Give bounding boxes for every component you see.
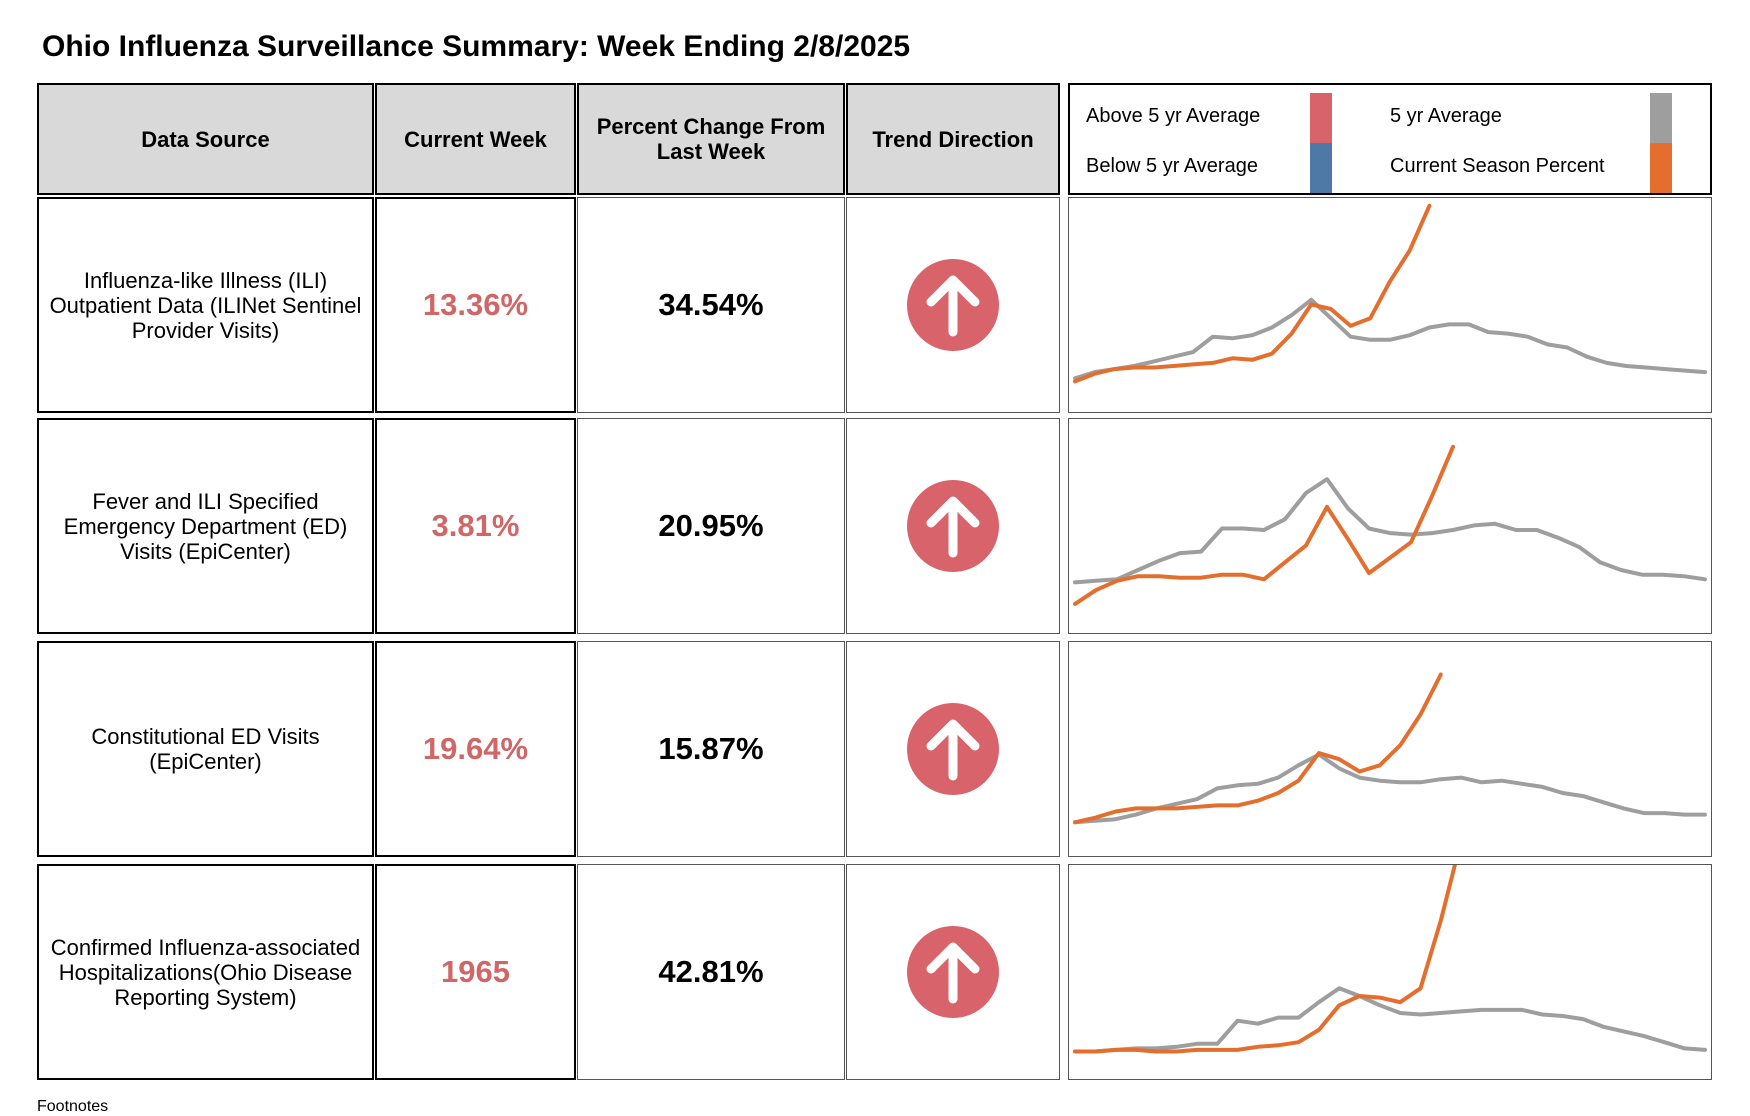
row-percent-change: 34.54%	[577, 197, 845, 413]
legend-swatch-five-yr	[1650, 93, 1672, 143]
row-data-source: Confirmed Influenza-associated Hospitali…	[37, 864, 374, 1080]
arrow-up-icon	[906, 258, 1000, 352]
legend-label-below: Below 5 yr Average	[1086, 155, 1258, 177]
header-data-source: Data Source	[37, 83, 374, 195]
header-percent-change-label: Percent Change From Last Week	[596, 114, 826, 164]
row-trend-direction	[846, 197, 1060, 413]
row-percent-change: 15.87%	[577, 641, 845, 857]
legend-label-above: Above 5 yr Average	[1086, 105, 1261, 127]
row-trend-direction	[846, 641, 1060, 857]
current-season-line	[1073, 672, 1443, 825]
five-yr-average-line	[1073, 752, 1707, 825]
current-season-line	[1073, 444, 1455, 606]
trend-chart-svg	[1073, 203, 1707, 384]
header-trend-direction: Trend Direction	[846, 83, 1060, 195]
five-yr-average-line	[1073, 986, 1707, 1054]
row-trend-direction	[846, 418, 1060, 634]
legend-swatch-current	[1650, 143, 1672, 193]
row-percent-change-value: 20.95%	[658, 508, 764, 543]
row-data-source: Constitutional ED Visits (EpiCenter)	[37, 641, 374, 857]
row-data-source-text: Influenza-like Illness (ILI) Outpatient …	[49, 267, 362, 343]
row-percent-change: 20.95%	[577, 418, 845, 634]
current-season-line	[1073, 865, 1457, 1054]
row-current-week: 13.36%	[375, 197, 576, 413]
row-trend-direction	[846, 864, 1060, 1080]
header-current-week: Current Week	[375, 83, 576, 195]
header-current-week-label: Current Week	[404, 126, 547, 152]
page-title: Ohio Influenza Surveillance Summary: Wee…	[42, 30, 911, 63]
legend-swatch-above	[1310, 93, 1332, 143]
header-data-source-label: Data Source	[141, 126, 270, 152]
row-data-source-text: Confirmed Influenza-associated Hospitali…	[50, 934, 361, 1010]
row-data-source-text: Constitutional ED Visits (EpiCenter)	[91, 724, 320, 774]
row-percent-change-value: 34.54%	[658, 287, 764, 322]
row-data-source: Influenza-like Illness (ILI) Outpatient …	[37, 197, 374, 413]
row-current-week-value: 13.36%	[422, 287, 529, 322]
five-yr-average-line	[1073, 297, 1707, 381]
trend-chart	[1068, 418, 1712, 634]
arrow-up-icon	[906, 479, 1000, 573]
row-data-source: Fever and ILI Specified Emergency Depart…	[37, 418, 374, 634]
legend-label-five-yr: 5 yr Average	[1390, 105, 1502, 127]
arrow-up-icon	[906, 702, 1000, 796]
row-current-week-value: 19.64%	[422, 731, 529, 766]
trend-chart-svg	[1073, 672, 1707, 825]
row-current-week-value: 1965	[441, 954, 510, 989]
current-season-line	[1073, 203, 1432, 384]
trend-chart	[1068, 864, 1712, 1080]
arrow-up-icon	[906, 925, 1000, 1019]
trend-chart-svg	[1073, 444, 1707, 606]
row-current-week: 19.64%	[375, 641, 576, 857]
chart-legend: Above 5 yr Average Below 5 yr Average 5 …	[1068, 83, 1712, 195]
trend-chart	[1068, 197, 1712, 413]
row-percent-change-value: 42.81%	[658, 954, 764, 989]
header-percent-change: Percent Change From Last Week	[577, 83, 845, 195]
legend-swatch-below	[1310, 143, 1332, 193]
trend-chart-svg	[1073, 865, 1707, 1054]
footnote: Footnotes	[37, 1098, 109, 1115]
five-yr-average-line	[1073, 477, 1707, 585]
header-trend-direction-label: Trend Direction	[872, 126, 1034, 152]
row-percent-change-value: 15.87%	[658, 731, 764, 766]
row-data-source-text: Fever and ILI Specified Emergency Depart…	[63, 488, 348, 564]
row-current-week-value: 3.81%	[431, 508, 520, 543]
row-current-week: 3.81%	[375, 418, 576, 634]
legend-label-current: Current Season Percent	[1390, 155, 1605, 177]
row-percent-change: 42.81%	[577, 864, 845, 1080]
row-current-week: 1965	[375, 864, 576, 1080]
trend-chart	[1068, 641, 1712, 857]
